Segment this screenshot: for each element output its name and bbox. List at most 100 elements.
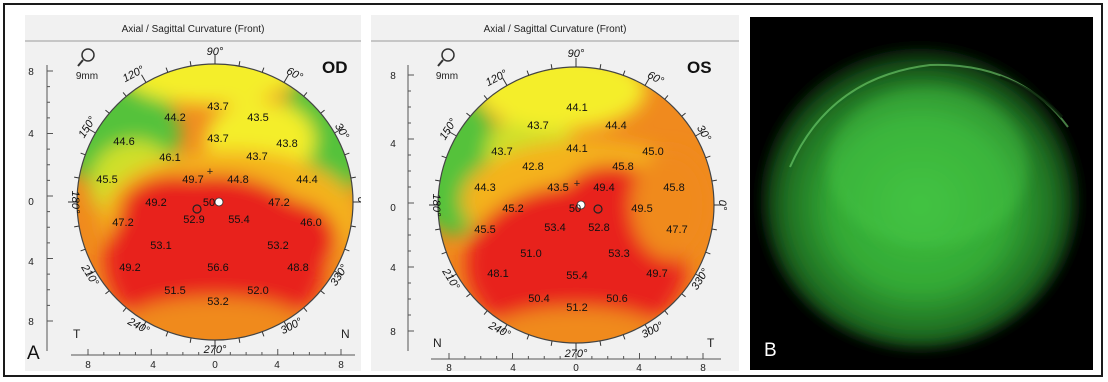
curvature-value: 45.8 — [612, 161, 633, 173]
eye-label: OD — [322, 58, 348, 77]
angle-tick — [80, 152, 86, 156]
map-header: Axial / Sagittal Curvature (Front) — [122, 24, 265, 35]
y-tick-label: 4 — [28, 129, 34, 140]
fluorescein-photo-panel: B — [750, 17, 1093, 370]
angle-tick — [283, 74, 289, 83]
angle-tick — [122, 92, 127, 97]
curvature-value: 44.1 — [566, 102, 587, 114]
angle-tick — [105, 290, 110, 295]
curvature-value: 44.3 — [474, 182, 495, 194]
pupil-center-marker — [214, 197, 224, 207]
angle-tick — [664, 95, 669, 100]
angle-tick — [448, 273, 457, 279]
x-tick-label: 4 — [150, 360, 156, 371]
angle-tick — [238, 61, 241, 67]
angle-tick — [344, 248, 350, 252]
y-tick-label: 8 — [390, 327, 396, 338]
angle-tick — [644, 324, 650, 333]
curvature-value: 44.2 — [164, 112, 185, 124]
curvature-value: 44.1 — [566, 143, 587, 155]
angle-tick — [466, 293, 471, 298]
angle-tick — [502, 324, 508, 333]
curvature-value: 44.6 — [113, 136, 134, 148]
angle-ticks — [68, 55, 362, 349]
angle-tick — [711, 179, 717, 182]
curvature-value: 51.2 — [566, 302, 587, 314]
curvature-value: 52.9 — [183, 214, 204, 226]
apex-marker: + — [207, 166, 213, 178]
curvature-value: 43.8 — [276, 138, 297, 150]
y-tick-label: 8 — [28, 317, 34, 328]
curvature-value: 46.0 — [300, 217, 321, 229]
eye-label: OS — [687, 58, 712, 77]
curvature-value: 50.4 — [528, 293, 549, 305]
angle-tick — [448, 131, 457, 137]
pupil-center-marker — [576, 200, 586, 210]
curvature-value: 55.4 — [566, 270, 587, 282]
x-tick-label: 8 — [85, 360, 91, 371]
curvature-value: 50.6 — [606, 293, 627, 305]
curvature-value: 51.5 — [164, 285, 185, 297]
angle-label: 180° — [69, 191, 81, 214]
curvature-value: 48.1 — [487, 268, 508, 280]
curvature-value: 52.0 — [247, 285, 268, 297]
angle-tick — [483, 95, 488, 100]
vertex-marker — [192, 204, 202, 214]
zoom-label[interactable]: 9mm — [76, 71, 98, 82]
angle-tick — [622, 334, 626, 340]
os-topography-map: Axial / Sagittal Curvature (Front) — [371, 15, 739, 374]
zoom-icon[interactable] — [77, 48, 95, 67]
angle-tick — [261, 67, 265, 73]
map-header: Axial / Sagittal Curvature (Front) — [484, 24, 627, 35]
od-topography-panel: Axial / Sagittal Curvature (Front) — [25, 15, 367, 371]
angle-tick — [303, 307, 308, 312]
curvature-value: 42.8 — [522, 161, 543, 173]
angle-tick — [550, 340, 553, 346]
y-tick-label: 0 — [390, 203, 396, 214]
angle-tick — [526, 70, 530, 76]
zoom-label[interactable]: 9mm — [436, 71, 458, 82]
angle-tick — [74, 225, 80, 228]
angle-tick — [74, 176, 80, 179]
axis-ticks — [408, 74, 704, 359]
figure-frame: Axial / Sagittal Curvature (Front) — [3, 3, 1103, 377]
x-tick-label: 8 — [446, 363, 452, 371]
curvature-value: 45.0 — [642, 146, 663, 158]
angle-tick — [681, 293, 686, 298]
vertex-marker — [593, 204, 603, 214]
curvature-value: 53.4 — [544, 222, 565, 234]
angle-label: 270° — [203, 344, 227, 356]
x-tick-label: 0 — [212, 360, 218, 371]
fluorescein-photo — [750, 17, 1093, 370]
curvature-value: 47.7 — [666, 224, 687, 236]
curvature-value: 53.1 — [150, 240, 171, 252]
angle-tick — [165, 67, 169, 73]
angle-tick — [705, 155, 711, 159]
angle-tick — [644, 77, 650, 86]
zoom-icon[interactable] — [437, 48, 455, 67]
curvature-value: 56.6 — [207, 262, 228, 274]
angle-tick — [664, 310, 669, 315]
x-tick-label: 4 — [510, 363, 516, 371]
angle-tick — [334, 128, 343, 134]
panel-letter-a: A — [27, 343, 40, 364]
central-stain — [828, 87, 1028, 247]
y-tick-label: 4 — [390, 263, 396, 274]
angle-tick — [435, 179, 441, 182]
angle-tick — [711, 228, 717, 231]
curvature-value: 47.2 — [112, 217, 133, 229]
curvature-value: 43.5 — [247, 112, 268, 124]
curvature-colormap — [438, 67, 714, 343]
angle-tick — [334, 270, 343, 276]
curvature-value: 44.4 — [605, 120, 626, 132]
angle-tick — [320, 109, 325, 114]
angle-tick — [350, 225, 356, 228]
angle-tick — [550, 64, 553, 70]
curvature-value: 43.7 — [527, 120, 548, 132]
angle-tick — [320, 290, 325, 295]
curvature-value: 47.2 — [268, 197, 289, 209]
nasal-label: N — [341, 327, 350, 341]
curvature-value: 43.7 — [207, 133, 228, 145]
angle-tick — [122, 307, 127, 312]
y-tick-label: 8 — [28, 67, 34, 78]
